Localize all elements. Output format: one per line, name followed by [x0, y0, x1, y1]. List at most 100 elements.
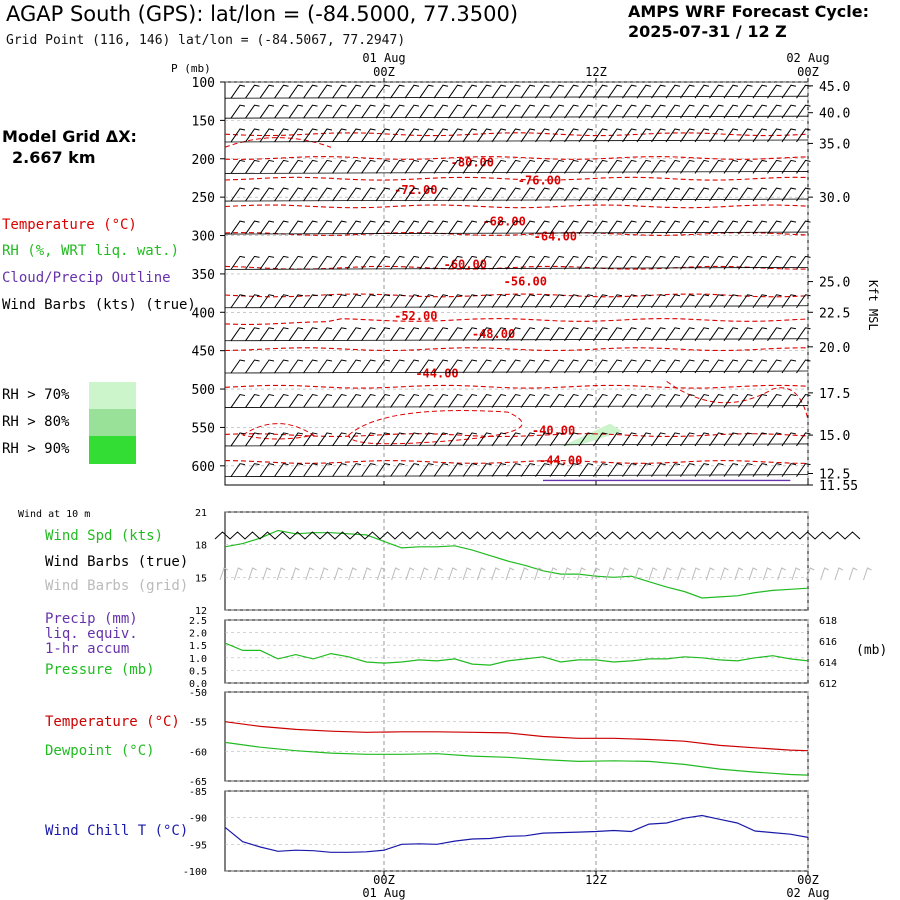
wind-barb [781, 463, 797, 477]
wind-barb [680, 128, 695, 143]
wind-barb-grid [291, 567, 300, 581]
precip-pressure-y-right-tick-label: 612 [819, 679, 837, 690]
wind-barb [535, 294, 550, 309]
wind-barb [332, 220, 347, 235]
wind-barb [245, 220, 260, 235]
wind-barb [462, 255, 478, 270]
wind-barb [361, 128, 376, 143]
wind-barb [375, 128, 391, 143]
wind-barb [535, 159, 550, 174]
wind-barb [390, 128, 405, 143]
wind-barb-grid [662, 567, 672, 581]
wind-barb [462, 463, 478, 477]
wind-barb [564, 327, 579, 342]
wind-barb [781, 187, 797, 202]
wind-barb [738, 159, 753, 174]
wind-barb [390, 294, 405, 309]
wind-barb [506, 255, 521, 270]
wind-barb [332, 187, 347, 202]
wind-barb [288, 220, 304, 235]
wind-barb [491, 394, 507, 408]
wind-chill-frame [224, 790, 809, 872]
wind-barb-baseline [224, 266, 809, 270]
wind-barb-row [230, 327, 811, 342]
wind-barb [433, 432, 449, 447]
temperature-dewpoint-y-tick-label: -55 [189, 718, 207, 729]
wind-barb [709, 128, 724, 143]
forecast-cycle-label: AMPS WRF Forecast Cycle: [628, 2, 870, 21]
wind-barb [491, 294, 507, 309]
wind-barb [607, 359, 623, 374]
wind-barb [694, 84, 710, 99]
wind-barb [288, 463, 304, 477]
wind-speed-label: Wind Spd (kts) [45, 528, 164, 544]
grid-point-subtitle: Grid Point (116, 146) lat/lon = (-84.506… [6, 33, 406, 48]
wind-barb [346, 327, 362, 342]
wind-barb [419, 128, 434, 143]
wind-barb [636, 187, 652, 202]
wind-barb-baseline [224, 443, 809, 447]
wind-barb [578, 394, 594, 408]
wind-barb [694, 104, 710, 119]
wind-barb [651, 463, 666, 477]
pressure-tick-label: 250 [192, 191, 215, 206]
wind-barb [245, 159, 260, 174]
wind-barb [477, 359, 492, 374]
wind-barb [636, 294, 652, 309]
height-tick-label: 35.0 [819, 137, 850, 152]
wind-barb [578, 220, 594, 235]
wind-barb [709, 394, 724, 408]
wind-barb [781, 84, 797, 99]
pressure-tick-label: 450 [192, 345, 215, 360]
wind-barb [462, 432, 478, 447]
temperature-contour [224, 433, 809, 438]
wind-barb [448, 159, 463, 174]
wind-barb [738, 463, 753, 477]
wind-barb [491, 255, 507, 270]
wind-barb [723, 327, 739, 342]
wind-barb [361, 294, 376, 309]
wind-barb [245, 359, 260, 374]
precip-pressure-y-tick-label: 1.0 [189, 654, 207, 665]
wind-barb [419, 187, 434, 202]
wind-barb [259, 84, 275, 99]
rh-90-swatch [89, 436, 136, 464]
wind-barb [665, 104, 681, 119]
temperature-contour [224, 318, 809, 325]
wind-chill-series-line [224, 814, 809, 853]
wind-barb [317, 294, 333, 309]
wind-barb [709, 220, 724, 235]
wind-barb [230, 220, 246, 235]
wind-barb [622, 104, 637, 119]
wind-barb [288, 294, 304, 309]
wind-barb [709, 84, 724, 99]
wind-barb [448, 432, 463, 447]
wind-barb [680, 294, 695, 309]
wind-barb [593, 294, 608, 309]
wind-barb [723, 159, 739, 174]
wind-barb-row [230, 187, 811, 202]
wind-barb [404, 84, 420, 99]
wind-barb [404, 432, 420, 447]
wind-barb [419, 84, 434, 99]
wind-barb [506, 359, 521, 374]
wind-barb [535, 463, 550, 477]
wind-barb [390, 394, 405, 408]
wind-barb [390, 220, 405, 235]
wind-barb [419, 359, 434, 374]
wind-barb [317, 128, 333, 143]
height-tick-label: 15.0 [819, 429, 850, 444]
wind-barb [361, 359, 376, 374]
wind-barbs-true-row [214, 531, 861, 540]
wind-barb [448, 187, 463, 202]
wind-barb [549, 294, 565, 309]
wind-barb [723, 463, 739, 477]
wind-barb [564, 463, 579, 477]
wind-barb-grid [348, 567, 357, 581]
wind-barb [303, 220, 318, 235]
wind-barb [549, 359, 565, 374]
wind-barb [752, 255, 768, 270]
wind-barb [245, 84, 260, 99]
wind-barb [317, 220, 333, 235]
wind-barb [665, 359, 681, 374]
